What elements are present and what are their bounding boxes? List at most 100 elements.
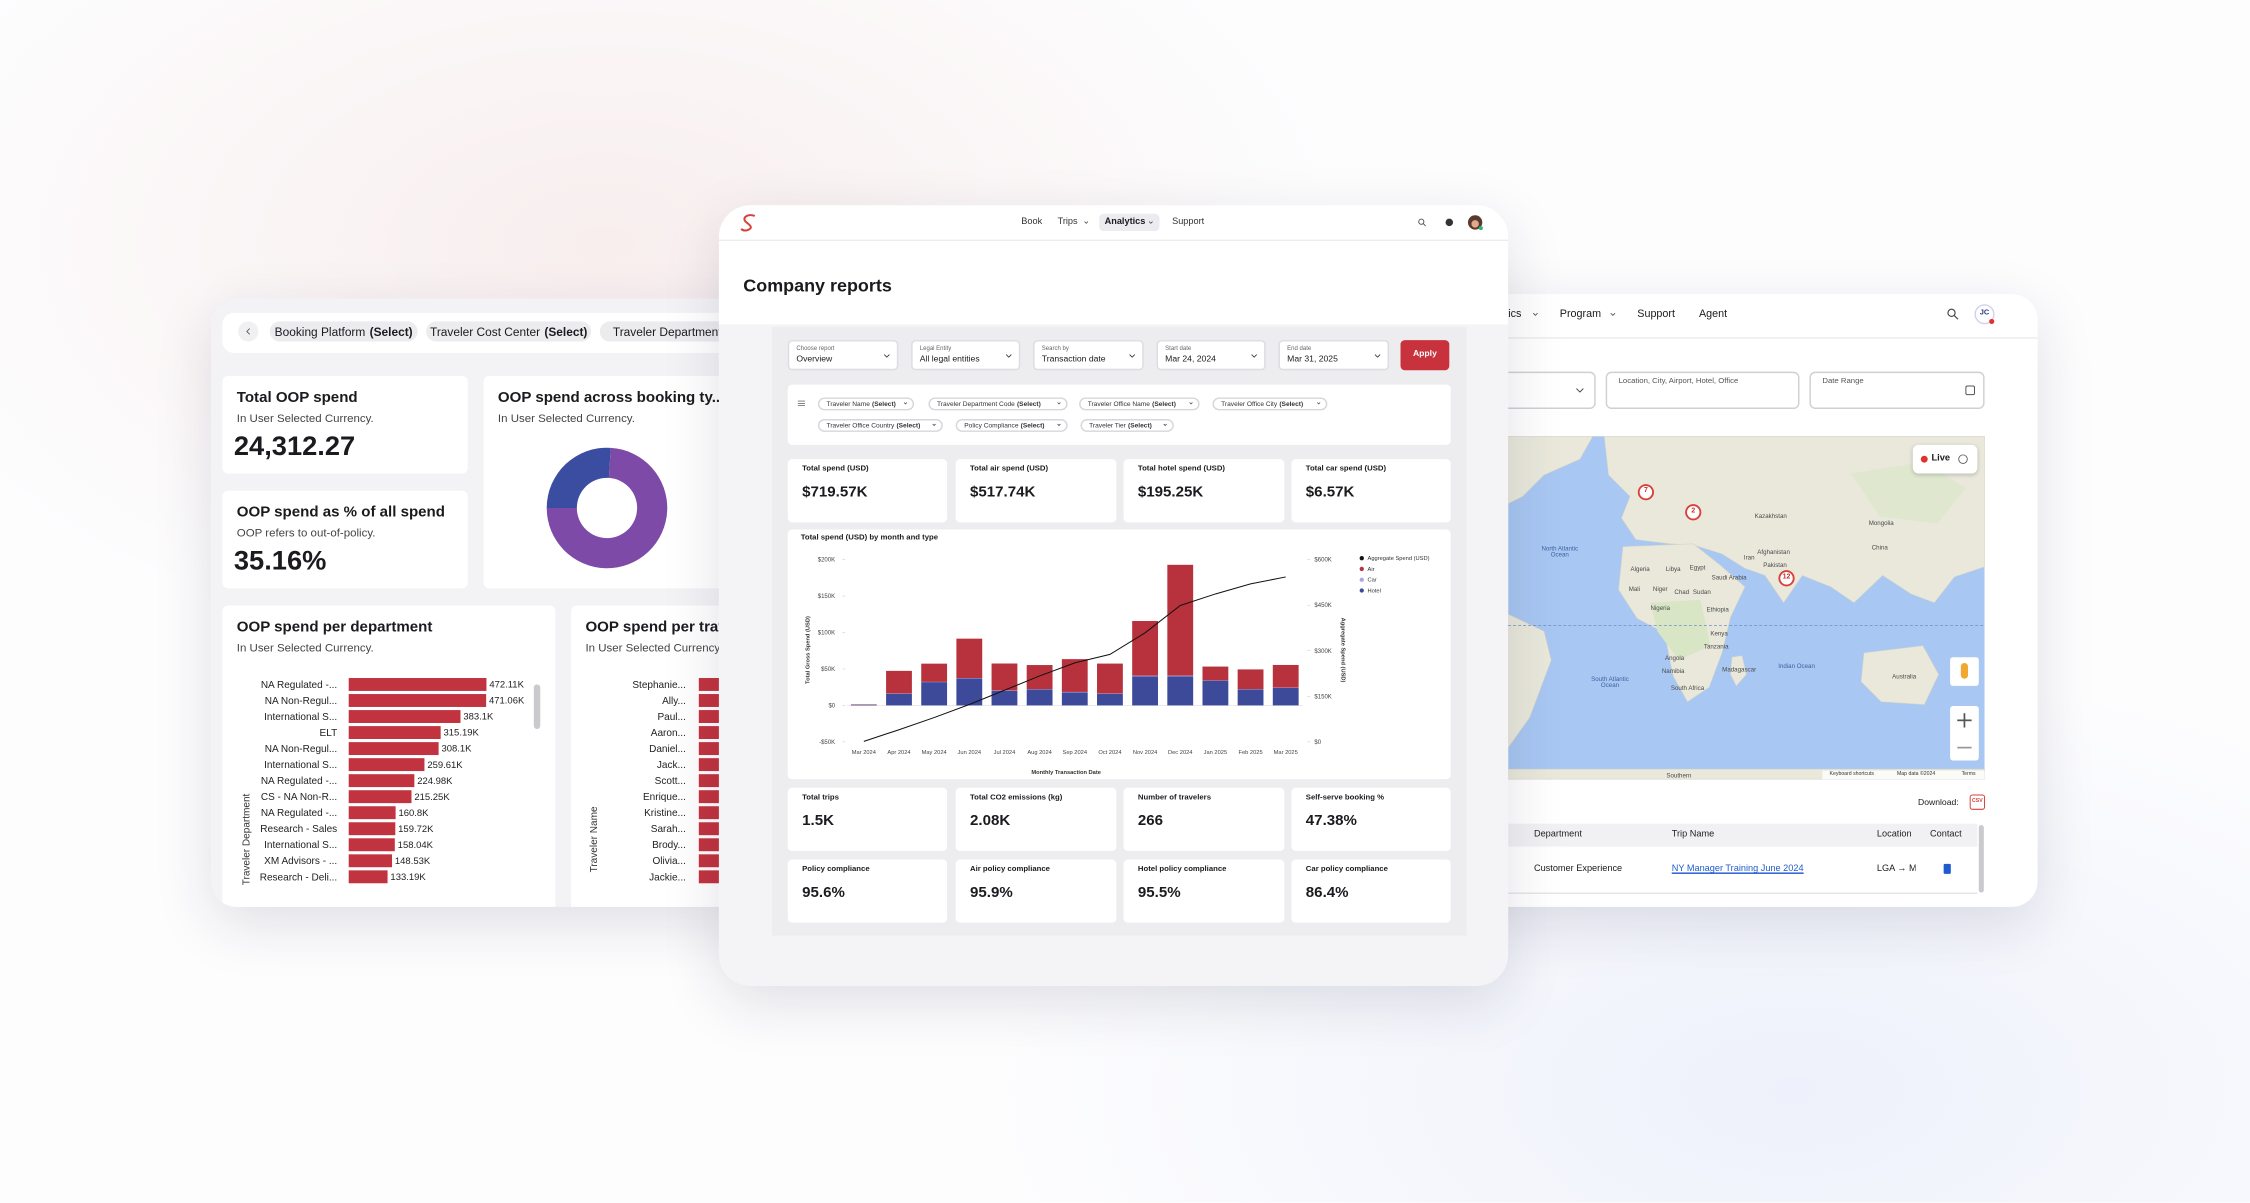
nav-item[interactable]: Trips: [1058, 217, 1078, 227]
y2-tick-label: $0: [1314, 740, 1321, 746]
legend-label: Hotel: [1368, 588, 1381, 594]
bar: [349, 694, 486, 707]
y-tick-label: $150K: [818, 594, 835, 600]
bar: [349, 758, 425, 771]
bar: [349, 790, 412, 803]
y-tick-label: NA Regulated -...: [261, 776, 337, 787]
scrollbar: [534, 684, 540, 728]
y-axis-title: Total Gross Spend (USD): [805, 616, 811, 684]
ocean-label: Indian Ocean: [1774, 663, 1820, 670]
chevron: [933, 424, 936, 425]
kpi-value: 266: [1138, 814, 1163, 831]
x-tick-label: Jan 2025: [1204, 750, 1228, 756]
nav-item[interactable]: Program: [1560, 308, 1601, 320]
bar-segment: [1202, 667, 1228, 681]
y-tick-label: International S...: [264, 712, 337, 723]
control-value: All legal entities: [920, 355, 980, 364]
kpi-label: Total car spend (USD): [1306, 466, 1386, 475]
chart-title: Total spend (USD) by month and type: [801, 535, 938, 544]
map-label: Saudi Arabia: [1712, 575, 1747, 582]
table-header: Location: [1877, 830, 1920, 840]
bar-segment: [921, 682, 947, 705]
map-label: Madagascar: [1722, 667, 1756, 674]
y-tick-label: CS - NA Non-R...: [261, 792, 337, 803]
chevron: [1130, 355, 1135, 358]
kpi-value: 95.6%: [802, 886, 845, 903]
csv-label[interactable]: CSV: [1972, 799, 1983, 805]
apply-label[interactable]: Apply: [1413, 350, 1437, 359]
kpi-value: 1.5K: [802, 814, 834, 831]
bar: [349, 806, 396, 819]
data-label: 383.1K: [463, 712, 494, 723]
y-tick-label: Sarah...: [651, 824, 686, 835]
chevron: [1058, 403, 1061, 404]
y-tick-label: Daniel...: [649, 744, 686, 755]
y2-tick-label: $300K: [1314, 649, 1331, 655]
y-tick-label: NA Regulated -...: [261, 680, 337, 691]
ocean-label: North Atlantic Ocean: [1537, 546, 1583, 560]
x-tick-label: Apr 2024: [887, 750, 911, 756]
x-tick-label: Mar 2024: [852, 750, 877, 756]
map-label: Southern: [1666, 773, 1691, 780]
bar: [349, 726, 441, 739]
bar-segment: [1132, 676, 1158, 705]
chevron: [1058, 424, 1061, 425]
nav-item[interactable]: Book: [1021, 217, 1042, 227]
kpi-label: Policy compliance: [802, 867, 870, 876]
bar-segment: [921, 664, 947, 682]
bar: [349, 678, 487, 691]
chevron: [1317, 403, 1320, 404]
data-label: 148.53K: [395, 856, 431, 867]
chevron: [247, 329, 250, 335]
control-label: Legal Entity: [920, 345, 951, 352]
search-icon: [1954, 316, 1958, 320]
kpi-label: Car policy compliance: [1306, 867, 1388, 876]
map-label: Kenya: [1710, 631, 1727, 638]
kpi-label: Total hotel spend (USD): [1138, 466, 1225, 475]
axis-label: Traveler Department: [242, 793, 253, 885]
y-tick-label: Enrique...: [643, 792, 686, 803]
avatar-face: [1471, 220, 1478, 227]
y-tick-label: $100K: [818, 631, 835, 637]
x-tick-label: Nov 2024: [1133, 750, 1158, 756]
data-label: 308.1K: [441, 744, 472, 755]
kpi-value: $719.57K: [802, 485, 867, 502]
ocean-label: South Atlantic Ocean: [1587, 676, 1633, 690]
bar-segment: [1132, 676, 1158, 677]
trip-link[interactable]: NY Manager Training June 2024: [1672, 865, 1804, 875]
map-label: Libya: [1666, 566, 1681, 573]
y2-tick-label: $600K: [1314, 558, 1331, 564]
nav-item[interactable]: Support: [1637, 308, 1675, 320]
x-tick-label: May 2024: [922, 750, 948, 756]
chevron: [884, 355, 889, 358]
bar-segment: [1202, 681, 1228, 706]
nav-item[interactable]: Support: [1172, 217, 1204, 227]
legend-label: Car: [1368, 578, 1377, 584]
nav-item[interactable]: Analytics: [1105, 217, 1146, 227]
chevron: [1190, 403, 1193, 404]
y-tick-label: Research - Deli...: [260, 872, 338, 883]
legend-label: Aggregate Spend (USD): [1368, 556, 1430, 562]
avatar-initials: JC: [1980, 310, 1990, 318]
page-title: Company reports: [743, 277, 892, 297]
control-label: End date: [1287, 345, 1311, 352]
kpi-label: Number of travelers: [1138, 795, 1211, 804]
nav-item[interactable]: Agent: [1699, 308, 1727, 320]
kpi-value: 95.9%: [970, 886, 1013, 903]
control-label: Search by: [1042, 345, 1069, 352]
chevron: [904, 403, 907, 404]
map-label: South Africa: [1671, 685, 1704, 692]
bar: [349, 854, 392, 867]
search-placeholder: Location, City, Airport, Hotel, Office: [1619, 379, 1739, 388]
bar-segment: [992, 691, 1018, 706]
bar-segment: [1097, 694, 1123, 706]
chevron: [1375, 355, 1380, 358]
scrollbar: [1979, 825, 1984, 892]
chevron: [1164, 424, 1167, 425]
live-dot: [1921, 456, 1928, 463]
bar-segment: [1027, 689, 1053, 705]
control-value: Mar 24, 2024: [1165, 355, 1216, 364]
